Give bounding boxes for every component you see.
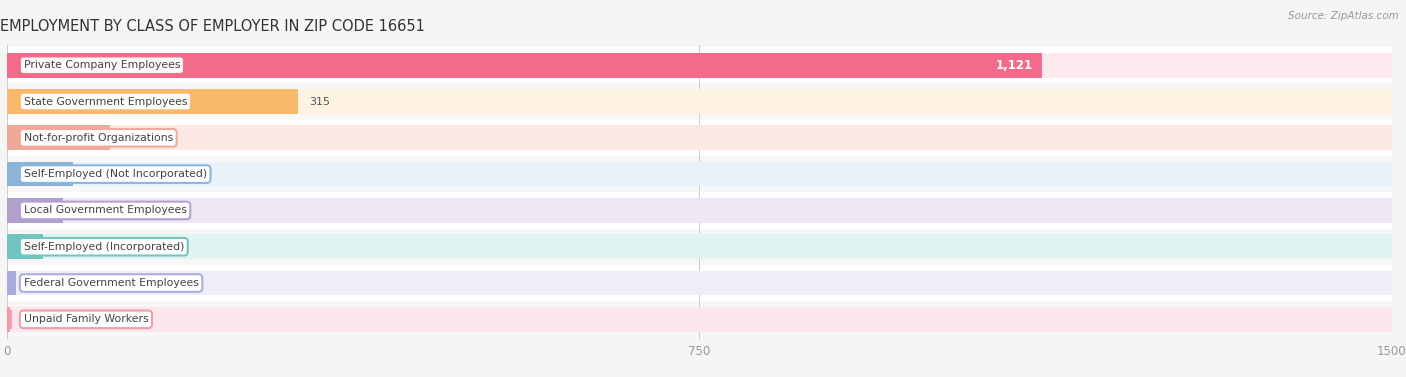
Text: 3: 3	[21, 314, 28, 324]
Bar	[7, 192, 1392, 228]
Text: Not-for-profit Organizations: Not-for-profit Organizations	[24, 133, 173, 143]
Bar	[7, 307, 10, 332]
Text: 39: 39	[53, 242, 69, 252]
Text: 315: 315	[309, 97, 330, 107]
Bar	[7, 228, 1392, 265]
Text: Source: ZipAtlas.com: Source: ZipAtlas.com	[1288, 11, 1399, 21]
Bar	[7, 120, 1392, 156]
Bar	[7, 307, 1392, 332]
Bar	[7, 234, 1392, 259]
Bar	[7, 162, 73, 187]
Bar	[7, 83, 1392, 120]
Bar	[7, 53, 1392, 78]
Text: Local Government Employees: Local Government Employees	[24, 205, 187, 215]
Bar	[7, 265, 1392, 301]
Text: EMPLOYMENT BY CLASS OF EMPLOYER IN ZIP CODE 16651: EMPLOYMENT BY CLASS OF EMPLOYER IN ZIP C…	[0, 19, 425, 34]
Bar	[7, 198, 1392, 223]
Bar	[7, 271, 1392, 295]
Bar	[7, 126, 111, 150]
Bar	[7, 162, 1392, 187]
Text: Self-Employed (Not Incorporated): Self-Employed (Not Incorporated)	[24, 169, 207, 179]
Text: Unpaid Family Workers: Unpaid Family Workers	[24, 314, 148, 324]
Bar	[7, 156, 1392, 192]
Text: 61: 61	[75, 205, 89, 215]
Bar	[7, 271, 17, 295]
Bar	[7, 47, 1392, 83]
Bar	[7, 198, 63, 223]
Bar	[7, 126, 1392, 150]
Text: 112: 112	[121, 133, 142, 143]
Text: 10: 10	[27, 278, 41, 288]
Text: 1,121: 1,121	[995, 59, 1033, 72]
Text: State Government Employees: State Government Employees	[24, 97, 187, 107]
Bar	[7, 301, 1392, 337]
Text: Private Company Employees: Private Company Employees	[24, 60, 180, 70]
Text: 71: 71	[84, 169, 98, 179]
Text: Self-Employed (Incorporated): Self-Employed (Incorporated)	[24, 242, 184, 252]
Bar	[7, 89, 298, 114]
Text: Federal Government Employees: Federal Government Employees	[24, 278, 198, 288]
Bar	[7, 89, 1392, 114]
Bar	[7, 53, 1042, 78]
Bar	[7, 234, 44, 259]
